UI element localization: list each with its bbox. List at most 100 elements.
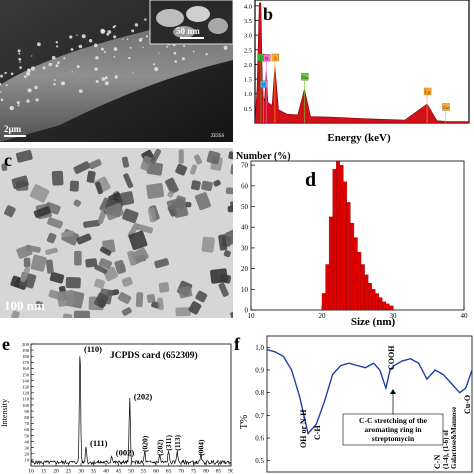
histogram-bar: [364, 274, 369, 311]
sem-nanoparticle: [134, 23, 139, 27]
tem-scalebar-label: 100 nm: [4, 298, 45, 313]
xrd-ytick-label: 40: [24, 439, 29, 444]
xrd-ytick-label: 160: [22, 366, 30, 371]
tem-nanoparticle: [158, 282, 170, 293]
ftir-ytick-label: 1.0: [255, 344, 264, 352]
xrd-peak-label: (004): [197, 439, 206, 456]
histogram-bar: [360, 264, 365, 311]
ftir-ytick-label: 0.6: [255, 435, 264, 443]
sem-nanoparticle: [27, 68, 31, 73]
tem-nanoparticle: [11, 175, 29, 190]
xrd-ytick-label: 170: [22, 360, 30, 365]
sem-nanoparticle: [138, 38, 143, 42]
tem-nanoparticle: [224, 228, 233, 245]
histogram-bar: [325, 264, 330, 311]
tem-nanoparticle: [175, 163, 188, 176]
sem-nanoparticle: [51, 63, 53, 65]
xrd-ytick-label: 140: [22, 378, 30, 383]
panel-e-letter: e: [2, 334, 10, 354]
sem-nanoparticle: [37, 42, 41, 47]
histogram-xtick-label: 40: [461, 312, 469, 320]
sem-nanoparticle: [71, 71, 73, 73]
xrd-ytick-label: 30: [24, 446, 29, 451]
sem-nanoparticle: [126, 38, 129, 41]
ftir-callout-line3: streptomycin: [372, 434, 415, 443]
tem-nanoparticle: [117, 292, 132, 304]
tem-nanoparticle: [136, 223, 154, 234]
xrd-xtick-label: 45: [116, 469, 122, 474]
edx-peak-label: O: [262, 82, 266, 87]
edx-ytick-label: 2.0: [244, 62, 252, 69]
xrd-xtick-label: 10: [28, 469, 34, 474]
tem-nanoparticle: [146, 161, 163, 176]
edx-peak-marker: [271, 53, 280, 62]
ftir-ytick-label: 0.5: [255, 457, 264, 465]
tem-nanoparticle: [190, 180, 201, 191]
edx-plot-frame: [254, 0, 470, 124]
histogram-xlabel: Size (nm): [351, 316, 396, 328]
tem-nanoparticle: [94, 292, 109, 309]
tem-nanoparticle: [20, 266, 31, 283]
histogram-bar: [343, 181, 348, 311]
ftir-annotation-cooh: COOH: [387, 345, 396, 370]
histogram-bar: [353, 237, 358, 311]
xrd-xtick-label: 55: [141, 469, 147, 474]
sem-nanoparticle: [94, 67, 98, 71]
panel-e-xrd-pattern: e Intensity 10 20 30 40 50 60 70 80 90 100 110 120 1…: [0, 330, 233, 474]
sem-nanoparticle: [141, 37, 143, 40]
tem-nanoparticle: [1, 163, 8, 171]
sem-nanoparticle: [158, 52, 160, 54]
sem-watermark: ZEISS: [211, 134, 225, 139]
sem-nanoparticle: [63, 57, 66, 60]
tem-nanoparticle: [146, 183, 165, 199]
tem-nanoparticle: [56, 289, 76, 307]
tem-nanoparticle: [51, 170, 64, 186]
tem-nanoparticle: [33, 206, 51, 218]
sem-nanoparticle: [19, 61, 21, 63]
tem-nanoparticle: [194, 192, 211, 211]
tem-nanoparticle: [178, 285, 193, 299]
tem-nanoparticle: [218, 234, 228, 251]
histogram-ytick-label: 50: [241, 203, 249, 211]
sem-nanoparticle: [78, 89, 83, 93]
sem-nanoparticle: [51, 55, 56, 60]
sem-nanoparticle: [78, 44, 83, 49]
ftir-arrowhead-cc: [390, 389, 396, 394]
tem-nanoparticle: [45, 247, 58, 255]
sem-nanoparticle: [95, 56, 99, 60]
sem-nanoparticle: [104, 81, 109, 86]
histogram-bar: [378, 297, 383, 311]
ftir-annotation-ch: C-H: [313, 425, 322, 440]
ftir-ytick-label: 0.8: [255, 389, 264, 397]
xrd-xtick-label: 65: [166, 469, 172, 474]
xrd-ytick-label: 150: [22, 372, 30, 377]
edx-ytick-label: 0.5: [244, 106, 252, 113]
sem-nanoparticle: [144, 18, 147, 21]
tem-nanoparticle: [219, 274, 232, 284]
histogram-ylabel: Number (%): [236, 151, 291, 162]
histogram-bar: [332, 169, 337, 311]
sem-nanoparticle: [152, 63, 155, 66]
tem-nanoparticle: [85, 258, 98, 268]
tem-nanoparticle: [223, 250, 231, 258]
tem-nanoparticle: [206, 150, 221, 165]
edx-peak-label: S: [274, 56, 277, 61]
tem-nanoparticle: [23, 257, 31, 268]
sem-nanoparticle: [9, 105, 14, 111]
xrd-peak-label: (202): [155, 439, 164, 456]
panel-b-edx-spectrum: 4.0 3.5 3.0 2.5 2.0 1.5 1.0 0.5 C O N S Cu Cu Cu b En…: [233, 0, 474, 148]
tem-nanoparticle: [218, 282, 229, 297]
histogram-bar: [385, 303, 390, 311]
sem-nanoparticle: [53, 83, 56, 86]
edx-ytick-label: 3.0: [244, 33, 252, 40]
sem-nanoparticle: [100, 47, 104, 51]
sem-nanoparticle: [27, 88, 32, 93]
sem-nanoparticle: [57, 61, 60, 65]
sem-nanoparticle: [17, 104, 20, 107]
ftir-ytick-label: 0.9: [255, 367, 264, 375]
sem-nanoparticle: [183, 45, 186, 48]
tem-nanoparticle: [146, 293, 156, 303]
tem-nanoparticle: [123, 173, 134, 189]
xrd-xtick-label: 85: [216, 469, 222, 474]
xrd-ytick-label: 10: [24, 458, 29, 463]
